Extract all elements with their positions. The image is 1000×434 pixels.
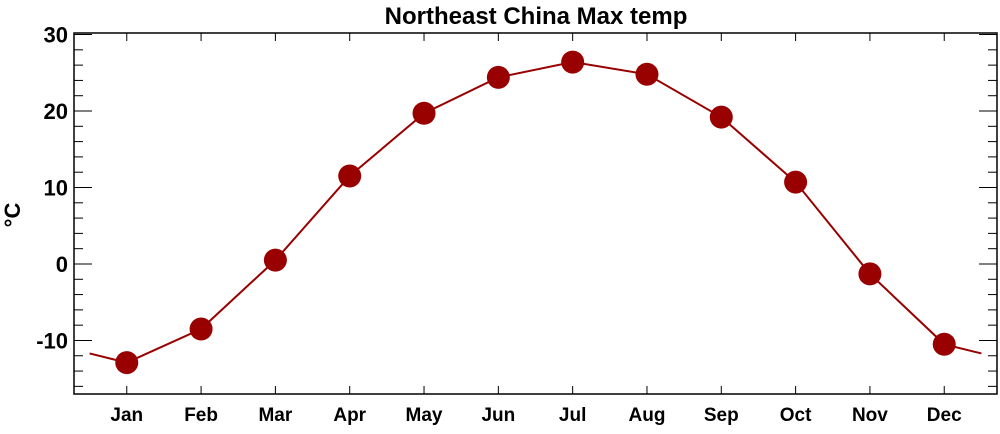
x-tick-label: Jan [110, 405, 143, 426]
y-tick-label: 20 [44, 99, 68, 124]
data-point [115, 351, 139, 375]
x-tick-label: Apr [333, 405, 366, 426]
y-tick-label: 30 [44, 23, 68, 48]
data-point [561, 50, 585, 74]
x-tick-label: May [406, 405, 443, 426]
y-tick-label: 0 [56, 252, 68, 277]
data-point [486, 65, 510, 89]
data-point [784, 170, 808, 194]
series-marks [89, 50, 982, 375]
data-point [635, 62, 659, 86]
data-point [709, 105, 733, 129]
x-tick-label: Sep [704, 405, 739, 426]
data-point [338, 164, 362, 188]
x-tick-label: Jun [481, 405, 515, 426]
data-point [189, 317, 213, 341]
x-tick-label: Mar [258, 405, 292, 426]
chart-title: Northeast China Max temp [385, 3, 688, 30]
x-tick-label: Dec [927, 405, 962, 426]
x-tick-label: Feb [184, 405, 218, 426]
data-point [858, 262, 882, 286]
x-tick-label: Jul [559, 405, 586, 426]
series-line [89, 61, 982, 364]
x-tick-label: Aug [629, 405, 666, 426]
x-tick-label: Oct [780, 405, 812, 426]
plot-frame [73, 32, 998, 395]
axes: 30 20 10 0 -10 Jan Feb Mar Apr May Jun Jul Aug Sep Oct… [36, 23, 998, 426]
x-tick-label: Nov [852, 405, 888, 426]
y-tick-label: 10 [44, 175, 68, 200]
y-tick-label: -10 [36, 328, 68, 353]
y-axis-label: °C [0, 203, 25, 228]
data-point [263, 248, 287, 272]
data-point [412, 101, 436, 125]
data-point [932, 332, 956, 356]
